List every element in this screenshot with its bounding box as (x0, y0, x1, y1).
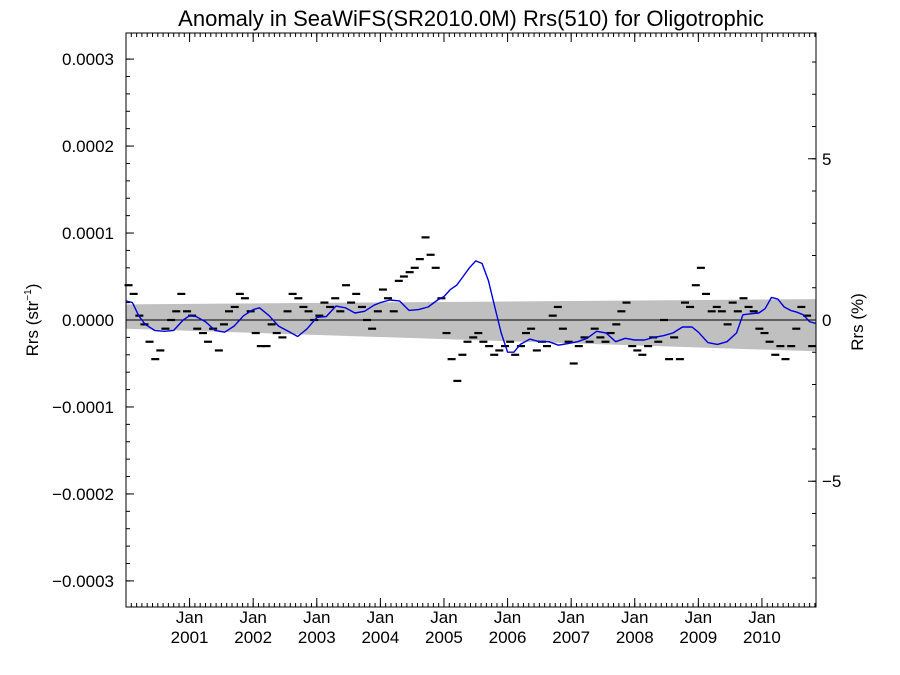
y-tick-label: −0.0001 (52, 398, 114, 417)
x-tick-label-year: 2005 (425, 628, 463, 647)
x-tick-label-year: 2009 (679, 628, 717, 647)
x-tick-label-month: Jan (239, 608, 266, 627)
y-tick-label: 0.0002 (62, 137, 114, 156)
y-tick-label: 0.0000 (62, 311, 114, 330)
y-tick-label: 0.0003 (62, 50, 114, 69)
x-tick-label-month: Jan (430, 608, 457, 627)
x-tick-label-year: 2003 (298, 628, 336, 647)
x-tick-label-year: 2010 (743, 628, 781, 647)
x-tick-label-month: Jan (621, 608, 648, 627)
x-tick-label-month: Jan (494, 608, 521, 627)
x-tick-label-year: 2004 (361, 628, 399, 647)
y2-tick-label: −5 (822, 472, 841, 491)
x-tick-label-year: 2008 (616, 628, 654, 647)
y2-tick-label: 5 (822, 150, 831, 169)
smoothed-series-line (125, 260, 817, 353)
x-tick-label-month: Jan (557, 608, 584, 627)
uncertainty-band (126, 299, 816, 352)
x-tick-label-month: Jan (176, 608, 203, 627)
x-tick-label-year: 2001 (171, 628, 209, 647)
y2-tick-label: 0 (822, 311, 831, 330)
x-tick-label-year: 2007 (552, 628, 590, 647)
x-tick-label-year: 2002 (234, 628, 272, 647)
x-tick-label-month: Jan (685, 608, 712, 627)
y-axis-label: Rrs (str−1) (23, 284, 42, 357)
y-tick-label: 0.0001 (62, 224, 114, 243)
y2-axis-label: Rrs (%) (848, 293, 867, 351)
x-tick-label-month: Jan (748, 608, 775, 627)
x-tick-label-year: 2006 (489, 628, 527, 647)
chart-title: Anomaly in SeaWiFS(SR2010.0M) Rrs(510) f… (178, 6, 764, 31)
x-tick-label-month: Jan (367, 608, 394, 627)
y-tick-label: −0.0003 (52, 572, 114, 591)
x-tick-label-month: Jan (303, 608, 330, 627)
plot-area: 0.0003 0.0002 0.0001 0.0000 −0.0001 −0.0002 −0… (52, 32, 841, 647)
y-tick-label: −0.0002 (52, 485, 114, 504)
